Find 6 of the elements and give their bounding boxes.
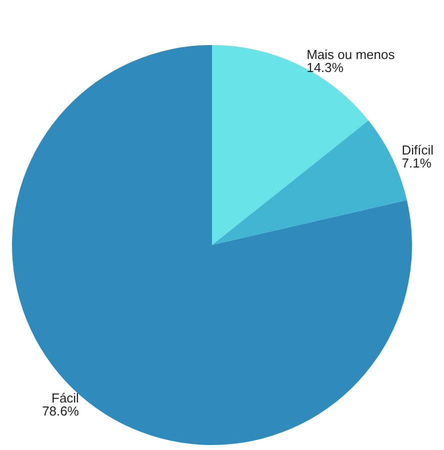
data-label: 14.3% xyxy=(306,60,344,76)
slice-label: Difícil xyxy=(402,142,434,158)
slice-label: Fácil xyxy=(52,390,80,406)
data-label: 7.1% xyxy=(402,155,432,170)
slice-label: Mais ou menos xyxy=(306,47,396,62)
data-label: 78.6% xyxy=(42,404,80,419)
